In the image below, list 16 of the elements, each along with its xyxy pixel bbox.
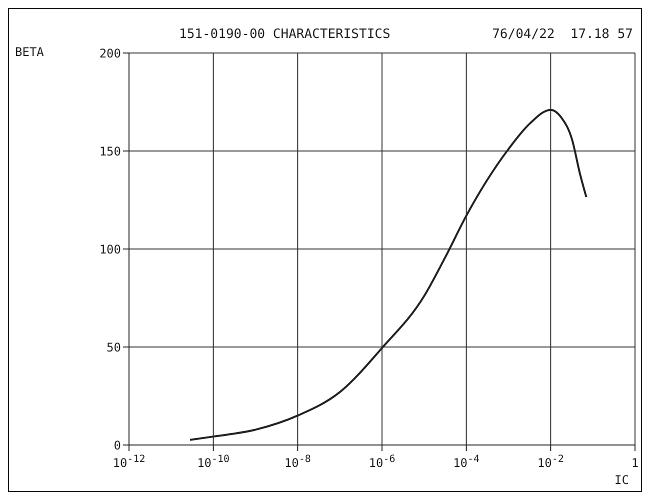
y-tick-label: 0: [114, 438, 121, 452]
x-tick-label: 10$^{-2}$: [537, 454, 564, 470]
x-tick-label: 10$^{-4}$: [453, 454, 480, 470]
x-tick-label: 10$^{-10}$: [197, 454, 230, 470]
y-tick-label: 50: [106, 340, 121, 354]
chart-title: 151-0190-00 CHARACTERISTICS: [179, 27, 390, 42]
text: 76/04/22 17.18 57: [492, 27, 633, 42]
x-axis-title: IC: [614, 473, 629, 487]
x-tick-label: 10$^{-6}$: [368, 454, 396, 470]
y-tick-label: 150: [99, 144, 121, 158]
y-axis-title: BETA: [15, 45, 44, 59]
x-tick-label: 10$^{-12}$: [112, 454, 146, 470]
y-tick-label: 100: [99, 242, 121, 256]
y-tick-label: 200: [99, 46, 121, 60]
x-tick-label: 10$^{-8}$: [284, 454, 311, 470]
x-tick-label: 1: [631, 456, 639, 470]
